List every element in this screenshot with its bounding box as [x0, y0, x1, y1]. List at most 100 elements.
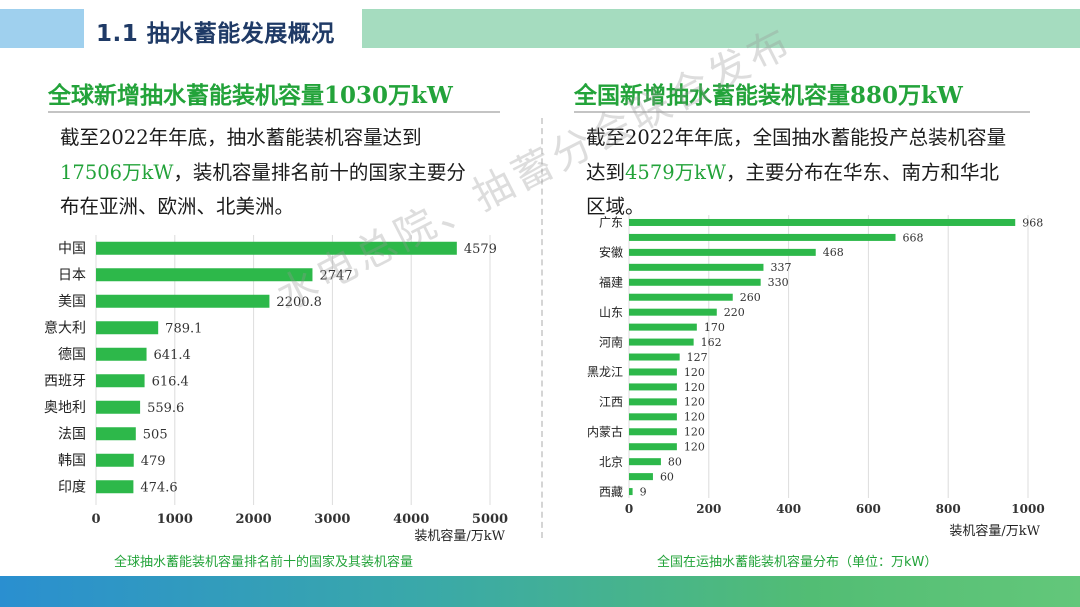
right-chart-x-axis-label: 装机容量/万kW	[949, 523, 1040, 539]
left-chart-x-axis-label: 装机容量/万kW	[414, 528, 505, 544]
left-chart-category-label: 西班牙	[44, 374, 86, 390]
right-chart-bar	[629, 473, 653, 481]
right-chart-bar	[629, 308, 717, 316]
right-subtitle: 全国新增抽水蓄能装机容量880万kW	[574, 82, 963, 109]
left-chart-category-label: 印度	[58, 480, 86, 496]
right-chart-bar	[629, 218, 1016, 226]
left-subtitle: 全球新增抽水蓄能装机容量1030万kW	[48, 82, 453, 109]
right-chart-bar	[629, 323, 697, 331]
left-chart-value-label: 2200.8	[276, 295, 322, 310]
right-chart-bar	[629, 278, 761, 286]
right-para-line1: 截至2022年年底，全国抽水蓄能投产总装机容量	[586, 126, 1007, 149]
left-chart-value-label: 505	[143, 427, 168, 442]
right-chart-category-label: 江西	[599, 395, 623, 409]
right-chart-category-label: 内蒙古	[587, 424, 623, 439]
right-chart-x-tick-label: 200	[696, 502, 721, 516]
left-chart-category-label: 意大利	[44, 320, 86, 337]
right-chart-value-label: 968	[1022, 216, 1043, 229]
right-chart-value-label: 120	[684, 441, 705, 454]
header-left-accent	[0, 9, 84, 48]
right-chart-category-label: 西藏	[599, 485, 623, 499]
right-chart-bar	[629, 383, 677, 391]
left-chart-bar	[96, 347, 147, 361]
left-subtitle-underline	[48, 111, 500, 113]
section-divider	[541, 118, 543, 538]
right-chart-x-tick-label: 1000	[1011, 502, 1044, 516]
right-para-line2: 达到4579万kW，主要分布在华东、南方和华北	[586, 156, 1056, 191]
right-chart-category-label: 安徽	[599, 245, 623, 260]
left-chart-value-label: 616.4	[152, 374, 189, 389]
page-title: 1.1 抽水蓄能发展概况	[96, 21, 335, 47]
left-chart-x-tick-label: 1000	[157, 512, 193, 527]
right-chart-bar	[629, 368, 677, 376]
left-chart-value-label: 641.4	[154, 348, 191, 363]
left-chart-category-label: 韩国	[58, 453, 86, 469]
right-chart-value-label: 337	[770, 261, 791, 274]
right-chart-value-label: 468	[823, 246, 844, 259]
left-chart-value-label: 479	[141, 454, 166, 469]
right-chart-bar	[629, 428, 677, 436]
left-chart-value-label: 559.6	[147, 401, 184, 416]
header-right-accent	[362, 9, 1080, 48]
right-chart-category-label: 北京	[599, 455, 623, 469]
left-chart-bar	[96, 321, 159, 335]
left-chart-bar	[96, 294, 270, 308]
right-chart-x-tick-label: 600	[856, 502, 881, 516]
right-chart-bar	[629, 233, 896, 241]
left-chart-value-label: 2747	[319, 268, 352, 283]
left-chart-category-label: 日本	[58, 268, 86, 284]
right-chart-value-label: 330	[768, 276, 789, 289]
right-chart-value-label: 120	[684, 366, 705, 379]
right-chart-bar	[629, 248, 816, 256]
left-chart-category-label: 德国	[58, 347, 86, 363]
left-chart-x-tick-label: 5000	[472, 512, 508, 527]
left-chart-category-label: 美国	[58, 294, 86, 310]
right-chart-x-tick-label: 0	[625, 502, 633, 516]
right-chart-bar	[629, 413, 677, 421]
right-chart-value-label: 120	[684, 411, 705, 424]
right-para-highlight: 4579万kW	[625, 160, 727, 184]
right-chart-value-label: 60	[660, 470, 674, 483]
right-chart-value-label: 80	[668, 456, 682, 469]
left-chart-x-tick-label: 2000	[236, 512, 272, 527]
right-chart-value-label: 127	[687, 351, 708, 364]
china-province-bar-chart: 0 200 400 600 800 1000 装机容量/万kW 968 广东 668 468 安徽 33…	[587, 215, 1045, 539]
right-chart-value-label: 9	[640, 485, 647, 498]
left-para-line2: 17506万kW，装机容量排名前十的国家主要分	[60, 156, 530, 191]
left-chart-value-label: 474.6	[140, 480, 177, 495]
right-chart-category-label: 山东	[599, 305, 623, 319]
right-chart-bar	[629, 488, 633, 496]
right-chart-value-label: 120	[684, 381, 705, 394]
right-chart-value-label: 120	[684, 396, 705, 409]
left-chart-bar	[96, 400, 141, 414]
left-paragraph: 截至2022年年底，抽水蓄能装机容量达到 17506万kW，装机容量排名前十的国…	[60, 121, 530, 225]
left-chart-bar	[96, 241, 457, 255]
left-chart-bar	[96, 427, 136, 441]
right-chart-x-tick-label: 400	[776, 502, 801, 516]
right-para-line3: 区域。	[586, 195, 645, 218]
left-chart-x-tick-label: 0	[91, 512, 100, 527]
right-chart-bar	[629, 458, 661, 466]
left-para-line1: 截至2022年年底，抽水蓄能装机容量达到	[60, 126, 422, 149]
right-chart-bar	[629, 398, 677, 406]
right-para-pre: 达到	[586, 160, 626, 184]
left-chart-caption: 全球抽水蓄能装机容量排名前十的国家及其装机容量	[114, 555, 414, 570]
right-para-line2-rest: ，主要分布在华东、南方和华北	[726, 160, 1000, 184]
right-chart-value-label: 170	[704, 321, 725, 334]
right-subtitle-underline	[574, 111, 1030, 113]
left-chart-bar	[96, 453, 134, 467]
left-para-highlight: 17506万kW	[60, 160, 174, 184]
right-chart-category-label: 河南	[599, 334, 623, 349]
right-chart-bar	[629, 443, 677, 451]
left-chart-x-tick-label: 4000	[393, 512, 429, 527]
left-chart-category-label: 奥地利	[44, 399, 86, 416]
right-chart-value-label: 162	[701, 336, 722, 349]
left-chart-bar	[96, 480, 134, 494]
right-chart-value-label: 220	[724, 306, 745, 319]
right-chart-bar	[629, 338, 694, 346]
left-chart-bar	[96, 268, 313, 282]
right-chart-caption: 全国在运抽水蓄能装机容量分布（单位：万kW）	[657, 555, 938, 570]
left-chart-x-tick-label: 3000	[314, 512, 350, 527]
left-chart-category-label: 中国	[58, 241, 86, 257]
right-chart-category-label: 黑龙江	[587, 365, 623, 379]
